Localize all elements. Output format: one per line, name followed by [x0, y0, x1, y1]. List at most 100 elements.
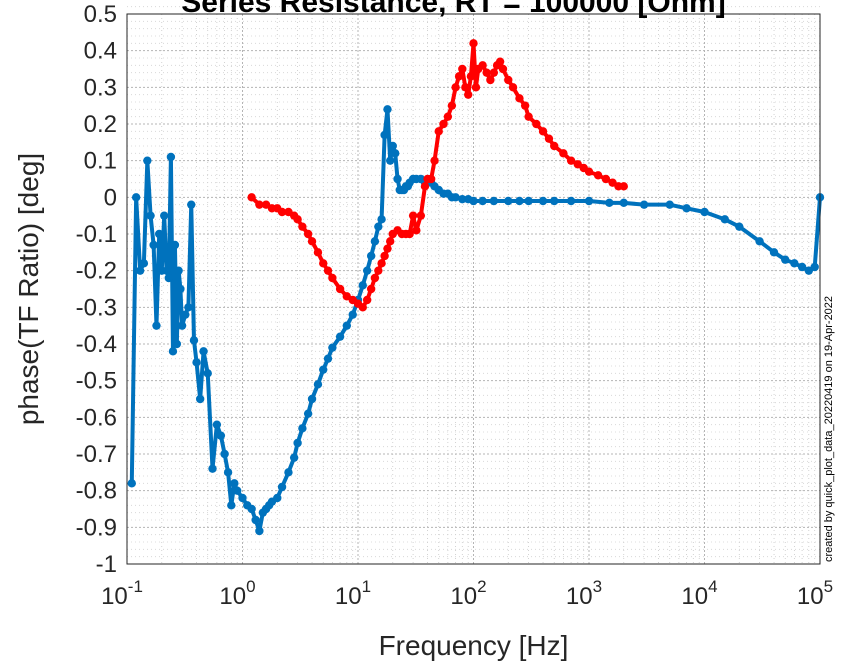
series-2-point [303, 229, 313, 239]
y-axis-label: phase(TF Ratio) [deg] [13, 153, 44, 425]
series-1-point [639, 200, 649, 209]
series-2-point [601, 174, 611, 184]
series-1-point [313, 380, 323, 389]
series-1-point [342, 321, 352, 330]
series-2-point [335, 284, 345, 294]
series-1-point [155, 229, 164, 239]
series-2-point [439, 119, 448, 129]
series-2-point [538, 127, 548, 136]
series-1-point [504, 196, 513, 206]
series-1-point [143, 156, 152, 165]
series-1-point [220, 449, 229, 459]
series-1-point [538, 196, 548, 206]
series-2-point [478, 61, 487, 70]
series-2-point [380, 251, 389, 261]
x-tick-label: 103 [566, 577, 602, 610]
series-1-point [362, 266, 372, 275]
series-1-point [284, 468, 293, 477]
series-1-point [348, 310, 357, 319]
series-1-point [307, 394, 317, 404]
series-2-point [416, 211, 426, 220]
x-tick-label: 105 [797, 577, 833, 610]
series-2-point [277, 207, 287, 217]
series-2-point [405, 229, 414, 239]
series-1-point [781, 255, 790, 264]
series-2-point [255, 200, 264, 209]
y-tick-label: -0.7 [76, 441, 117, 468]
series-2-point [544, 134, 554, 143]
series-2-point [366, 284, 376, 294]
series-2-point [313, 248, 323, 257]
series-1-point [172, 339, 182, 349]
series-2-point [559, 149, 568, 158]
series-1-point [139, 259, 149, 268]
y-tick-label: -0.3 [76, 294, 117, 321]
series-2-point [584, 167, 594, 176]
series-2-point [471, 83, 481, 92]
x-tick-label: 104 [681, 577, 717, 610]
series-layer [127, 39, 825, 536]
series-2-point [443, 112, 453, 121]
series-2-point [374, 266, 383, 275]
series-2-point [420, 182, 430, 191]
series-1-point [358, 281, 367, 290]
x-tick-label: 102 [450, 577, 486, 610]
y-tick-label: -0.6 [76, 404, 117, 431]
series-2-point [370, 273, 380, 283]
series-1-point [238, 493, 247, 503]
series-1-point [174, 266, 183, 275]
series-2-point [489, 68, 499, 77]
series-1-point [199, 347, 208, 356]
y-tick-label: 0.1 [84, 148, 117, 175]
series-1-point [146, 211, 155, 220]
chart-title: Series Resistance, RT = 100000 [Ohm] [181, 0, 725, 19]
series-1-point [251, 515, 260, 525]
series-1-point [319, 365, 328, 374]
series-1-point [700, 207, 709, 217]
series-1-point [184, 303, 193, 312]
series-1-point [619, 198, 628, 208]
series-1 [127, 105, 825, 536]
series-1-point [195, 394, 205, 404]
series-1-point [187, 200, 196, 209]
series-1-point [233, 486, 242, 495]
y-tick-label: -0.2 [76, 258, 117, 285]
series-1-point [149, 240, 158, 250]
series-2-point [362, 295, 372, 305]
series-2-point [430, 156, 439, 165]
series-2-point [434, 127, 443, 136]
series-2-point [482, 68, 491, 77]
series-1-point [515, 196, 524, 206]
y-tick-label: 0.4 [84, 38, 117, 65]
x-tick-label: 10-1 [101, 577, 143, 610]
series-2-point [386, 237, 395, 246]
credit-annotation: created by quick_plot_data_20220419 on 1… [823, 296, 835, 562]
series-2-point [524, 112, 533, 121]
series-1-point [162, 266, 171, 275]
y-tick-label: -0.4 [76, 331, 117, 358]
series-1-point [152, 321, 161, 330]
series-1-point [170, 240, 180, 250]
series-1-point [177, 321, 187, 330]
series-1-point [223, 468, 233, 477]
y-tick-label: -0.5 [76, 368, 117, 395]
series-2-point [328, 273, 337, 283]
series-1-point [208, 464, 217, 473]
series-2-point [247, 193, 256, 202]
series-1-point [273, 493, 282, 503]
series-2-point [408, 211, 418, 220]
series-1-point [135, 266, 145, 275]
series-1-point [255, 526, 264, 536]
series-2-point [319, 259, 328, 268]
y-tick-label: -0.8 [76, 478, 117, 505]
series-1-point [166, 152, 176, 162]
y-tick-label: 0.3 [84, 74, 117, 101]
series-1-point [550, 196, 559, 206]
series-2-point [498, 64, 508, 74]
series-2-point [293, 215, 302, 224]
series-1-point [391, 149, 400, 158]
series-2-point [458, 64, 467, 74]
series-2-point [464, 90, 473, 99]
series-2-point [593, 171, 603, 180]
